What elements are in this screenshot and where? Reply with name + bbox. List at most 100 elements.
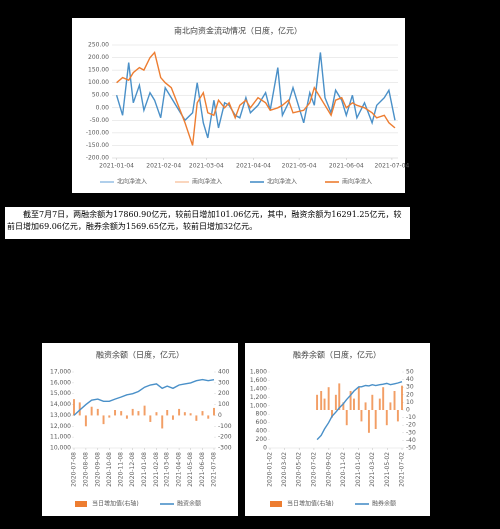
bar <box>102 415 105 425</box>
bar <box>195 415 198 421</box>
x-tick-label: 2021-07-08 <box>211 452 218 487</box>
y2-tick-label: -10 <box>406 414 416 421</box>
legend-label: 当日增加值(右轴) <box>287 500 334 508</box>
chart-title: 南北向资金流动情况（日度，亿元） <box>174 26 302 36</box>
x-tick-label: 2021-01-04 <box>99 163 134 170</box>
legend-label: 北向净流入 <box>267 178 297 186</box>
y2-tick-label: -200 <box>218 434 232 441</box>
y-tick-label: 11,000 <box>50 434 71 441</box>
bar <box>114 410 117 416</box>
bar <box>367 410 370 433</box>
x-tick-label: 2020-11-02 <box>340 452 347 487</box>
x-tick-label: 2020-11-08 <box>118 452 125 487</box>
bar <box>213 407 215 416</box>
legend-label: 南向净流入 <box>192 178 222 186</box>
bar <box>171 415 174 420</box>
x-tick-label: 2021-04-04 <box>236 163 271 170</box>
x-tick-label: 2021-07-02 <box>399 452 406 487</box>
y-tick-label: 400 <box>256 428 268 435</box>
y-tick-label: 16,000 <box>50 379 71 386</box>
x-tick-label: 2021-03-08 <box>164 452 171 487</box>
y-tick-label: 100.00 <box>88 79 109 86</box>
line <box>116 51 396 146</box>
bar <box>183 412 186 416</box>
bar <box>371 394 374 410</box>
summary-text: 截至7月7日，两融余额为17860.90亿元，较前日增加101.06亿元，其中，… <box>5 207 410 239</box>
line <box>73 378 215 416</box>
bar <box>90 406 93 416</box>
y2-tick-label: 400 <box>218 369 230 376</box>
x-tick-label: 2021-02-04 <box>146 163 181 170</box>
legend-label: 当日增加值(右轴) <box>92 500 139 508</box>
bar <box>108 415 111 418</box>
bar <box>353 398 355 410</box>
bar <box>401 385 403 410</box>
bar <box>345 410 348 426</box>
x-tick-label: 2020-09-02 <box>325 452 332 487</box>
y-tick-label: 1,400 <box>250 385 267 392</box>
x-tick-label: 2021-05-04 <box>282 163 317 170</box>
y2-tick-label: 300 <box>218 379 230 386</box>
y2-tick-label: 100 <box>218 401 230 408</box>
legend-label: 南向净流入 <box>342 178 372 186</box>
bar <box>393 391 396 410</box>
legend-label: 融资余额 <box>177 500 201 508</box>
bar <box>73 399 75 416</box>
y2-tick-label: -50 <box>406 445 416 452</box>
bar <box>125 415 128 419</box>
y2-tick-label: -300 <box>218 445 232 452</box>
legend-label: 北向净流入 <box>117 178 147 186</box>
y-tick-label: 14,000 <box>50 401 71 408</box>
y2-tick-label: 0 <box>406 407 410 414</box>
bar <box>357 387 360 410</box>
line <box>316 381 403 441</box>
bar <box>334 394 337 410</box>
y-tick-label: 200 <box>256 436 268 443</box>
bar <box>349 391 352 410</box>
x-tick-label: 2021-05-02 <box>384 452 391 487</box>
y2-tick-label: 30 <box>406 384 414 391</box>
bar <box>327 387 330 410</box>
bar <box>120 411 123 416</box>
y2-tick-label: -40 <box>406 437 416 444</box>
x-tick-label: 2021-01-02 <box>355 452 362 487</box>
y2-tick-label: 10 <box>406 399 414 406</box>
y-tick-label: 800 <box>256 411 268 418</box>
x-tick-label: 2020-07-02 <box>310 452 317 487</box>
bar <box>143 405 146 416</box>
y-tick-label: 1,800 <box>250 369 267 376</box>
y-tick-label: 12,000 <box>50 423 71 430</box>
line <box>115 52 396 139</box>
bar <box>149 415 152 422</box>
y2-tick-label: 20 <box>406 391 414 398</box>
bar <box>338 383 341 410</box>
x-tick-label: 2021-01-08 <box>141 452 148 487</box>
x-tick-label: 2021-03-02 <box>369 452 376 487</box>
bar <box>84 415 87 427</box>
x-tick-label: 2020-07-08 <box>71 452 78 487</box>
bar <box>207 415 210 419</box>
bar <box>396 410 399 422</box>
y-tick-label: 200.00 <box>88 54 109 61</box>
y-tick-label: -200.00 <box>86 155 109 162</box>
bar <box>389 402 392 410</box>
bar <box>374 410 377 429</box>
legend-swatch <box>270 501 282 507</box>
y-tick-label: 10,000 <box>50 445 71 452</box>
y-tick-label: 250.00 <box>88 42 109 49</box>
panel <box>42 343 238 516</box>
x-tick-label: 2020-10-08 <box>106 452 113 487</box>
y2-tick-label: 40 <box>406 376 414 383</box>
x-tick-label: 2021-03-04 <box>189 163 224 170</box>
y2-tick-label: 0 <box>218 412 222 419</box>
y-tick-label: 1,600 <box>250 377 267 384</box>
legend-label: 融券余额 <box>372 500 396 508</box>
y-tick-label: -150.00 <box>86 142 109 149</box>
bar <box>96 408 99 416</box>
y-tick-label: 600 <box>256 419 268 426</box>
x-tick-label: 2021-06-08 <box>199 452 206 487</box>
legend-swatch <box>75 501 87 507</box>
bar <box>378 398 381 410</box>
bar <box>178 408 181 416</box>
